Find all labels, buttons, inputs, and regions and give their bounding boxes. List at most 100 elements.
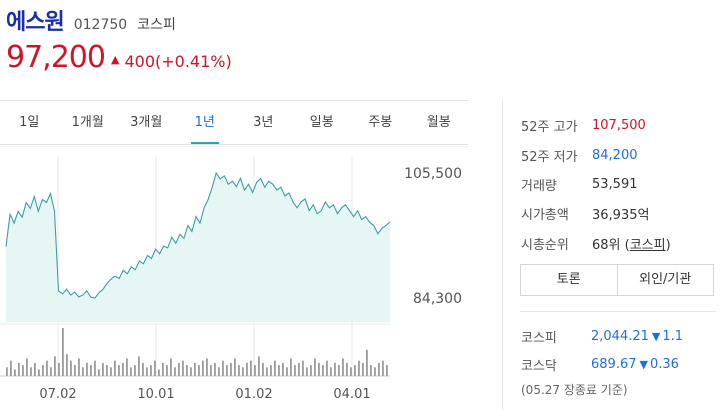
volume-bar — [358, 360, 360, 376]
stat-value: 68위 (코스피) — [592, 234, 671, 253]
discussion-button[interactable]: 토론 — [521, 265, 617, 295]
volume-bar — [54, 356, 56, 376]
volume-bar — [362, 362, 364, 376]
volume-bar — [6, 367, 8, 376]
up-arrow-icon: ▲ — [110, 53, 120, 66]
volume-bar — [306, 367, 308, 376]
current-price: 97,200 — [6, 40, 106, 75]
volume-bar — [186, 365, 188, 376]
volume-bar — [254, 365, 256, 376]
tab-daily-candle[interactable]: 일봉 — [309, 115, 334, 130]
volume-bar — [234, 358, 236, 376]
volume-bar — [262, 362, 264, 376]
chart-period-tabs: 1일 1개월 3개월 1년 3년 일봉 주봉 월봉 — [0, 100, 468, 145]
index-change: 1.1 — [662, 328, 684, 344]
volume-bar — [382, 360, 384, 376]
volume-bar — [374, 367, 376, 376]
volume-bar — [274, 360, 276, 376]
price-chart[interactable]: 105,500 84,300 07.02 10.01 01.02 04.01 — [0, 146, 468, 410]
rank-suffix: ) — [665, 237, 671, 253]
volume-bar — [198, 365, 200, 376]
volume-bar — [134, 365, 136, 376]
index-change: 0.36 — [649, 356, 679, 372]
volume-bar — [366, 349, 368, 376]
stock-name[interactable]: 에스원 — [6, 10, 65, 35]
volume-bar — [210, 365, 212, 376]
volume-bar — [18, 362, 20, 376]
tab-1month[interactable]: 1개월 — [71, 115, 104, 130]
foreign-institution-button[interactable]: 외인/기관 — [616, 265, 713, 295]
volume-bar — [322, 365, 324, 376]
stat-label: 52주 고가 — [521, 120, 578, 136]
index-kosdaq[interactable]: 코스닥 689.67 ▼ 0.36 — [521, 354, 679, 374]
volume-bar — [286, 367, 288, 376]
x-tick-label: 07.02 — [39, 387, 76, 402]
volume-bar — [90, 365, 92, 376]
volume-bar — [346, 362, 348, 376]
stats-divider — [520, 311, 716, 312]
volume-bar — [370, 365, 372, 376]
volume-bar — [26, 358, 28, 376]
volume-bar — [298, 362, 300, 376]
volume-bar — [174, 367, 176, 376]
price-change: 400(+0.41%) — [124, 52, 232, 71]
down-arrow-icon: ▼ — [639, 357, 648, 371]
volume-bar — [266, 367, 268, 376]
volume-bar — [334, 362, 336, 376]
volume-bars — [6, 328, 388, 376]
volume-bar — [218, 367, 220, 376]
volume-bar — [350, 367, 352, 376]
volume-bar — [246, 362, 248, 376]
rank-text: 68위 ( — [592, 237, 630, 253]
stat-label: 시총순위 — [521, 237, 569, 253]
volume-bar — [378, 362, 380, 376]
volume-bar — [118, 365, 120, 376]
index-label: 코스닥 — [521, 358, 557, 374]
tab-weekly-candle[interactable]: 주봉 — [368, 115, 393, 130]
volume-bar — [326, 360, 328, 376]
volume-bar — [238, 365, 240, 376]
volume-bar — [190, 367, 192, 376]
index-kospi[interactable]: 코스피 2,044.21 ▼ 1.1 — [521, 326, 683, 346]
tab-monthly-candle[interactable]: 월봉 — [426, 115, 451, 130]
volume-bar — [154, 360, 156, 376]
volume-bar — [214, 362, 216, 376]
volume-bar — [82, 367, 84, 376]
volume-bar — [58, 362, 60, 376]
volume-bar — [14, 369, 16, 376]
market-label: 코스피 — [137, 17, 176, 33]
volume-bar — [202, 360, 204, 376]
volume-bar — [290, 358, 292, 376]
tab-1year[interactable]: 1년 — [176, 101, 235, 144]
index-value: 2,044.21 — [591, 328, 649, 344]
volume-bar — [102, 362, 104, 376]
volume-bar — [42, 365, 44, 376]
volume-bar — [142, 362, 144, 376]
volume-bar — [70, 360, 72, 376]
x-tick-label: 01.02 — [235, 387, 272, 402]
tab-3year[interactable]: 3년 — [253, 115, 274, 130]
volume-bar — [194, 362, 196, 376]
index-value: 689.67 — [591, 356, 637, 372]
volume-bar — [126, 358, 128, 376]
stock-code: 012750 — [73, 17, 128, 33]
volume-bar — [66, 354, 68, 376]
kospi-rank-link[interactable]: 코스피 — [629, 237, 666, 253]
stat-label: 52주 저가 — [521, 149, 578, 165]
volume-bar — [354, 365, 356, 376]
volume-bar — [86, 362, 88, 376]
tab-1day[interactable]: 1일 — [19, 115, 40, 130]
volume-bar — [74, 365, 76, 376]
volume-bar — [314, 358, 316, 376]
volume-bar — [250, 360, 252, 376]
volume-bar — [230, 362, 232, 376]
tab-3month[interactable]: 3개월 — [130, 115, 163, 130]
discussion-button-group: 토론 외인/기관 — [520, 264, 714, 296]
stat-volume: 거래량 53,591 — [521, 170, 716, 199]
market-close-basis: (05.27 장종료 기준) — [521, 383, 628, 397]
volume-bar — [330, 367, 332, 376]
volume-bar — [50, 367, 52, 376]
volume-bar — [278, 365, 280, 376]
stat-value: 53,591 — [592, 176, 638, 192]
volume-bar — [270, 365, 272, 376]
